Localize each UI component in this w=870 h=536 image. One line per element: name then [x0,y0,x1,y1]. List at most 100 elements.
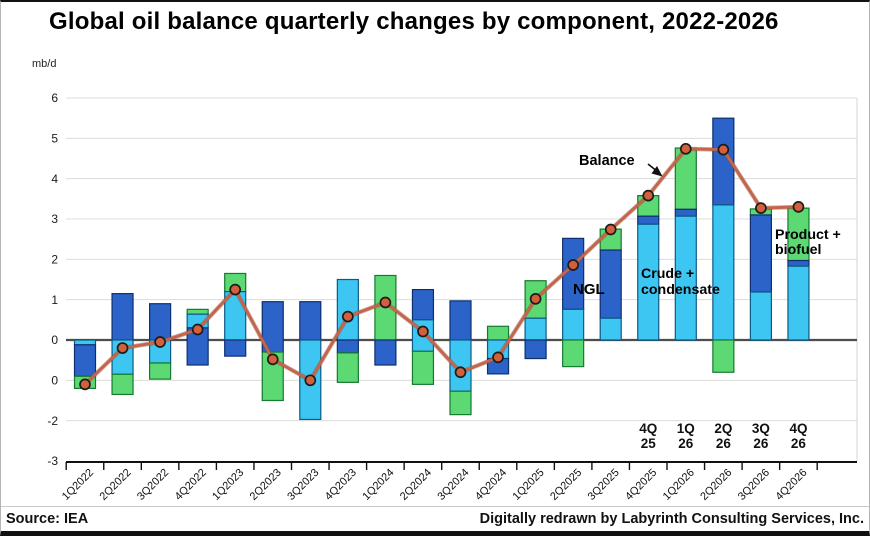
balance-point [266,353,279,366]
x-axis-tick-label: 1Q2025 [511,467,547,503]
quarter-callout-line1: 3Q [752,421,770,436]
balance-point [454,366,467,379]
product-annotation-line1: Product + [775,227,841,243]
x-axis-tick-label: 1Q2023 [210,467,246,503]
x-axis-tick-label: 3Q2024 [435,467,471,503]
balance-point [679,142,692,155]
y-axis-tick-label: 1 [51,293,58,307]
ngl-annotation: NGL [573,281,605,298]
bar-segment-product [712,339,735,373]
bar-segment-ngl [524,339,547,360]
product-annotation-line2: biofuel [775,242,822,258]
x-axis-tick-label: 3Q2025 [586,467,622,503]
x-axis-tick-label: 2Q2025 [548,467,584,503]
bar-segment-product [261,351,284,402]
balance-line [84,147,799,386]
bar-segment-ngl [449,300,472,341]
x-axis-tick-label: 1Q2024 [360,467,396,503]
bar-segment-ngl [224,339,247,357]
x-axis-tick-label: 2Q2023 [248,467,284,503]
balance-point [755,202,767,214]
bar-segment-crude [712,204,735,341]
y-axis-unit-label: mb/d [32,58,57,70]
balance-point [492,351,504,364]
balance-point [342,310,354,323]
x-axis-tick-label: 4Q2025 [623,467,659,503]
bar-segment-ngl [787,259,810,267]
bar-segment-crude [599,317,622,341]
bar-segment-ngl [299,301,322,341]
y-axis-tick-label: 5 [51,132,58,146]
bar-segment-crude [674,215,697,341]
bar-segment-product [111,373,134,396]
y-axis-tick-label: 3 [51,212,58,226]
balance-point [154,336,166,348]
bar-segment-ngl [111,293,134,341]
credit-label: Digitally redrawn by Labyrinth Consultin… [479,511,864,527]
bar-segment-product [336,352,359,383]
balance-point [604,223,617,236]
bar-segment-crude [562,308,585,341]
x-axis-tick-label: 3Q2026 [736,467,772,503]
quarter-callout-line2: 26 [716,436,732,451]
bar-segment-ngl [674,208,697,217]
balance-point [642,189,655,202]
balance-point [229,283,242,296]
bar-segment-ngl [749,214,773,293]
balance-point [417,325,429,338]
balance-point [567,259,580,271]
quarter-callout-line2: 25 [641,436,657,451]
balance-point [191,323,204,336]
x-axis-tick-label: 3Q2022 [135,467,171,503]
crude-annotation-line2: condensate [641,282,720,298]
quarter-callout-line1: 4Q [789,421,807,436]
quarter-callout-line1: 4Q [639,421,657,436]
y-axis-tick-label: 2 [51,253,58,267]
x-axis-tick-label: 3Q2023 [285,467,321,503]
x-axis-tick-label: 4Q2022 [173,467,209,503]
y-axis-tick-label: -3 [47,454,58,468]
bar-segment-ngl [411,288,435,321]
bar-segment-crude [749,291,773,341]
x-axis-tick-label: 4Q2026 [773,467,809,503]
quarter-callout-line2: 26 [678,436,694,451]
bar-segment-crude [524,317,547,341]
x-axis-tick-label: 1Q2026 [661,467,697,503]
balance-point [529,293,542,305]
bar-segment-crude [637,223,660,341]
crude-annotation-line1: Crude + [641,266,694,282]
bar-segment-ngl [73,344,97,377]
bar-segment-product [186,308,209,315]
quarter-callout-line2: 26 [791,436,807,451]
balance-point [379,296,392,309]
balance-annotation: Balance [579,153,635,169]
y-axis-tick-label: 4 [51,172,58,186]
bar-segment-crude [73,339,97,346]
balance-point [116,342,129,354]
x-axis-tick-label: 2Q2026 [698,467,734,503]
y-axis-tick-label: 6 [51,91,58,105]
x-axis-tick-label: 2Q2024 [398,467,434,503]
x-axis-tick-label: 4Q2023 [323,467,359,503]
y-axis-tick-label: -2 [47,414,58,428]
bar-segment-ngl [336,339,359,354]
bar-segment-ngl [637,215,660,225]
y-axis-tick-label: 0 [51,374,58,388]
bar-segment-product [449,390,472,416]
balance-arrow-head [651,166,663,177]
bar-segment-product [149,362,172,380]
bar-segment-product [411,350,435,385]
bar-segment-ngl [149,303,172,341]
quarter-callout-line1: 2Q [714,421,732,436]
y-axis-tick-label: 0 [51,333,58,347]
footer: Source: IEA Digitally redrawn by Labyrin… [1,506,869,531]
bar-segment-product [486,325,510,341]
quarter-callout-line2: 26 [753,436,769,451]
bar-segment-ngl [374,339,397,366]
x-axis-tick-label: 1Q2022 [60,467,96,503]
chart-title: Global oil balance quarterly changes by … [49,8,779,35]
balance-point [304,374,317,387]
x-axis-tick-label: 4Q2024 [473,467,509,503]
